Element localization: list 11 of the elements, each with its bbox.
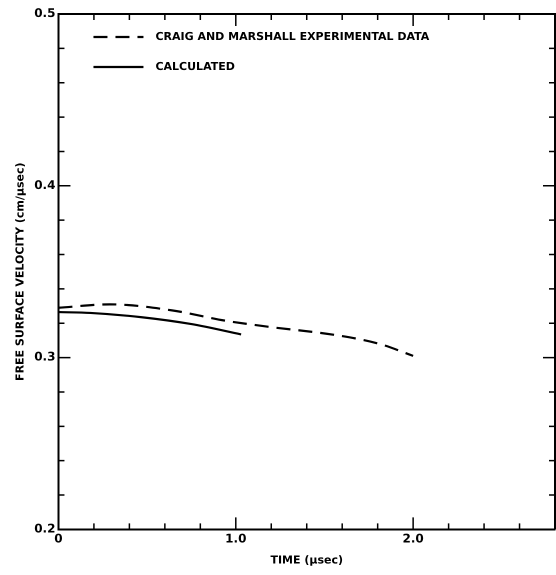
x-axis-title: TIME (μsec) [270, 553, 344, 566]
x-tick-label: 2.0 [402, 532, 424, 546]
y-tick-label: 0.4 [34, 178, 56, 192]
y-tick-label: 0.3 [34, 350, 56, 364]
y-tick-label: 0.5 [34, 6, 56, 20]
legend-label: CRAIG AND MARSHALL EXPERIMENTAL DATA [155, 30, 430, 43]
x-tick-label: 1.0 [225, 532, 246, 546]
y-tick-label: 0.2 [34, 522, 56, 536]
x-tick-label: 0 [54, 532, 63, 546]
y-axis-title: FREE SURFACE VELOCITY (cm/μsec) [13, 162, 26, 381]
legend-label: CALCULATED [155, 60, 235, 73]
